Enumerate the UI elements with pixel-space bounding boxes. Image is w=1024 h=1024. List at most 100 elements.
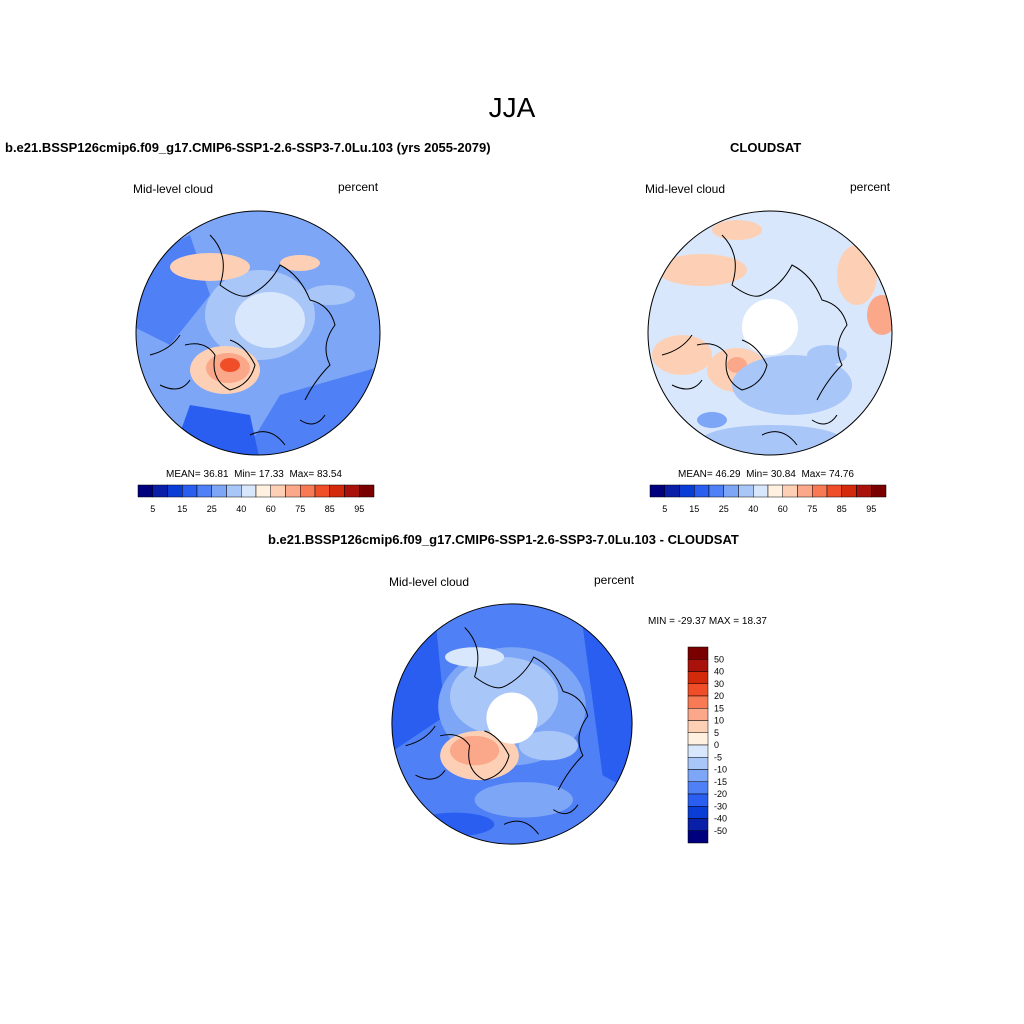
panel1-colorbar-tick-label: 85 bbox=[325, 504, 335, 514]
panel1-colorbar-box bbox=[226, 484, 242, 498]
page-title: JJA bbox=[488, 92, 536, 123]
panel1-colorbar-box bbox=[285, 484, 301, 498]
panel2-mean-label: MEAN= bbox=[678, 469, 713, 480]
panel2-colorbar-box bbox=[649, 484, 665, 498]
panel2-colorbar-box bbox=[723, 484, 739, 498]
panel1-colorbar-box bbox=[167, 484, 183, 498]
panel2-min-label: Min= bbox=[746, 469, 769, 480]
panel1-colorbar-tick-label: 5 bbox=[150, 504, 155, 514]
panel1-colorbar: 5 15 25 40 60 75 85 95 bbox=[137, 484, 375, 514]
panel3-colorbar-box bbox=[687, 818, 709, 831]
panel1-colorbar-box bbox=[137, 484, 153, 498]
panel1-colorbar-box bbox=[300, 484, 316, 498]
panel2-stats: MEAN= 46.29 Min= 30.84 Max= 74.76 bbox=[678, 469, 854, 480]
panel1-colorbar-box bbox=[255, 484, 271, 498]
panel2-colorbar-tick-label: 75 bbox=[807, 504, 817, 514]
panel2-colorbar-box bbox=[826, 484, 842, 498]
panel1-colorbar-box bbox=[344, 484, 360, 498]
panel1-units-label: percent bbox=[338, 180, 379, 194]
panel1-colorbar-box bbox=[211, 484, 227, 498]
panel3-colorbar-tick-label: -15 bbox=[714, 777, 727, 787]
panel2-units-label: percent bbox=[850, 180, 891, 194]
panel3-title: b.e21.BSSP126cmip6.f09_g17.CMIP6-SSP1-2.… bbox=[268, 532, 739, 547]
panel2-colorbar-box bbox=[797, 484, 813, 498]
panel2-colorbar-box bbox=[664, 484, 680, 498]
panel3-colorbar-tick-label: 50 bbox=[714, 654, 724, 664]
panel1-map bbox=[135, 210, 381, 456]
panel3-colorbar-box bbox=[687, 744, 709, 758]
panel3-colorbar-box bbox=[687, 732, 709, 746]
panel2-colorbar-box bbox=[738, 484, 754, 498]
panel3-colorbar-box bbox=[687, 659, 709, 672]
panel3-colorbar-box bbox=[687, 671, 709, 684]
panel1-max-label: Max= bbox=[289, 469, 315, 480]
panel2-colorbar-box bbox=[679, 484, 695, 498]
panel1-mean-label: MEAN= bbox=[166, 469, 201, 480]
panel3-colorbar-box bbox=[687, 793, 709, 807]
panel3-colorbar-tick-label: 40 bbox=[714, 667, 724, 677]
panel1-colorbar-tick-label: 15 bbox=[177, 504, 187, 514]
panel2-colorbar-tick-label: 5 bbox=[662, 504, 667, 514]
panel1-colorbar-box bbox=[314, 484, 330, 498]
panel3-colorbar-box bbox=[687, 683, 709, 697]
panel3-colorbar-box bbox=[687, 708, 709, 721]
panel1-stats: MEAN= 36.81 Min= 17.33 Max= 83.54 bbox=[166, 469, 342, 480]
panel2-colorbar-tick-label: 95 bbox=[866, 504, 876, 514]
panel3-colorbar-tick-label: 20 bbox=[714, 691, 724, 701]
panel1-colorbar-box bbox=[196, 484, 212, 498]
panel1-colorbar-box bbox=[241, 484, 257, 498]
panel2-max-label: Max= bbox=[801, 469, 827, 480]
panel2-mean-value: 46.29 bbox=[715, 469, 741, 480]
panel2-colorbar-box bbox=[708, 484, 724, 498]
panel3-colorbar-tick-label: -50 bbox=[714, 826, 727, 836]
panel2-colorbar-tick-label: 85 bbox=[837, 504, 847, 514]
panel1-min-label: Min= bbox=[234, 469, 257, 480]
panel2-coastlines bbox=[661, 234, 848, 446]
panel2-min-value: 30.84 bbox=[770, 469, 796, 480]
panel3-colorbar-tick-label: -20 bbox=[714, 789, 727, 799]
panel2-colorbar-box bbox=[694, 484, 710, 498]
panel2-colorbar-tick-label: 15 bbox=[689, 504, 699, 514]
panel2-variable-label: Mid-level cloud bbox=[645, 182, 726, 196]
panel1-colorbar-tick-label: 75 bbox=[295, 504, 305, 514]
panel1-colorbar-tick-label: 40 bbox=[236, 504, 246, 514]
panel1-colorbar-box bbox=[182, 484, 198, 498]
panel3-colorbar-tick-label: 5 bbox=[714, 728, 719, 738]
panel2-colorbar: 5 15 25 40 60 75 85 95 bbox=[649, 484, 887, 514]
panel2-colorbar-tick-label: 60 bbox=[778, 504, 788, 514]
panel3-colorbar-box bbox=[687, 781, 709, 795]
panel2-map bbox=[647, 210, 893, 456]
panel3-variable-label: Mid-level cloud bbox=[389, 575, 470, 589]
panel2-colorbar-box bbox=[812, 484, 828, 498]
panel1-min-value: 17.33 bbox=[258, 469, 284, 480]
panel1-colorbar-tick-label: 25 bbox=[207, 504, 217, 514]
panel3-colorbar-tick-label: 30 bbox=[714, 679, 724, 689]
panel1-colorbar-box bbox=[329, 484, 345, 498]
panel1-colorbar-box bbox=[270, 484, 286, 498]
panel2-title: CLOUDSAT bbox=[730, 140, 802, 155]
panel2-colorbar-box bbox=[782, 484, 798, 498]
panel3-colorbar-box bbox=[687, 806, 709, 819]
panel1-coastlines bbox=[149, 234, 336, 446]
panel3-colorbar-box bbox=[687, 695, 709, 709]
panel2-colorbar-box bbox=[871, 484, 887, 498]
panel3-colorbar-tick-label: -40 bbox=[714, 814, 727, 824]
panel3-colorbar-tick-label: -10 bbox=[714, 765, 727, 775]
panel3-colorbar-tick-label: 10 bbox=[714, 716, 724, 726]
panel1-mean-value: 36.81 bbox=[203, 469, 229, 480]
panel2-colorbar-box bbox=[841, 484, 857, 498]
panel1-max-value: 83.54 bbox=[316, 469, 342, 480]
panel3-colorbar-box bbox=[687, 769, 709, 782]
panel2-colorbar-box bbox=[767, 484, 783, 498]
panel3-colorbar-tick-label: -5 bbox=[714, 752, 722, 762]
panel3-colorbar-box bbox=[687, 646, 709, 660]
panel3-colorbar-tick-label: -30 bbox=[714, 801, 727, 811]
panel1-colorbar-tick-label: 60 bbox=[266, 504, 276, 514]
panel3-minmax: MIN = -29.37 MAX = 18.37 bbox=[648, 616, 767, 627]
panel3-colorbar-tick-label: 0 bbox=[714, 740, 719, 750]
panel3-colorbar-box bbox=[687, 830, 709, 844]
panel3-units-label: percent bbox=[594, 573, 635, 587]
panel1-title: b.e21.BSSP126cmip6.f09_g17.CMIP6-SSP1-2.… bbox=[5, 140, 491, 155]
panel3-map bbox=[391, 603, 633, 845]
